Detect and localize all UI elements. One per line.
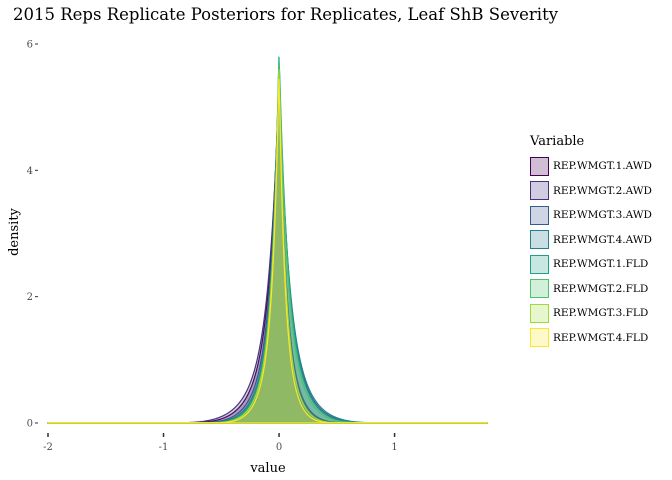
legend-swatch [530,328,549,348]
y-axis-title: density [7,207,22,255]
legend-item: REP.WMGT.4.AWD [530,228,652,253]
x-axis-title: value [249,461,286,476]
legend-swatch [530,230,549,250]
legend-swatch [530,156,549,176]
y-tick-label: 4 [27,166,33,177]
legend-swatch [530,205,549,225]
legend-item: REP.WMGT.4.FLD [530,326,652,351]
density-area-rep-wmgt-4-fld [47,79,488,424]
legend-title: Variable [530,134,585,149]
chart-title: 2015 Reps Replicate Posteriors for Repli… [13,5,559,24]
legend-label: REP.WMGT.2.FLD [553,282,649,295]
x-tick-label: 1 [391,442,397,453]
y-tick-label: 0 [27,419,33,430]
legend-label: REP.WMGT.2.AWD [553,184,652,197]
legend-label: REP.WMGT.1.FLD [553,258,649,271]
legend-label: REP.WMGT.3.FLD [553,307,649,320]
y-tick-label: 6 [27,40,33,51]
legend-item: REP.WMGT.3.FLD [530,301,652,326]
y-tick-label: 2 [27,292,33,303]
legend: Variable REP.WMGT.1.AWD REP.WMGT.2.AWD REP… [530,134,652,350]
legend-item: REP.WMGT.1.AWD [530,154,652,179]
legend-label: REP.WMGT.4.AWD [553,233,652,246]
legend-item: REP.WMGT.2.FLD [530,277,652,302]
x-tick-label: 0 [276,442,282,453]
legend-item: REP.WMGT.2.AWD [530,179,652,204]
legend-item: REP.WMGT.1.FLD [530,252,652,277]
legend-swatch [530,181,549,201]
legend-label: REP.WMGT.1.AWD [553,160,652,173]
x-tick-label: -2 [43,442,53,453]
legend-swatch [530,254,549,274]
axes: 0 2 4 6 -2 -1 0 1 [27,40,398,454]
density-areas [47,56,488,424]
legend-swatch [530,303,549,323]
legend-label: REP.WMGT.3.AWD [553,209,652,222]
legend-swatch [530,279,549,299]
x-tick-label: -1 [159,442,169,453]
legend-label: REP.WMGT.4.FLD [553,331,649,344]
legend-items: REP.WMGT.1.AWD REP.WMGT.2.AWD REP.WMGT.3.A… [530,154,652,350]
legend-item: REP.WMGT.3.AWD [530,203,652,228]
